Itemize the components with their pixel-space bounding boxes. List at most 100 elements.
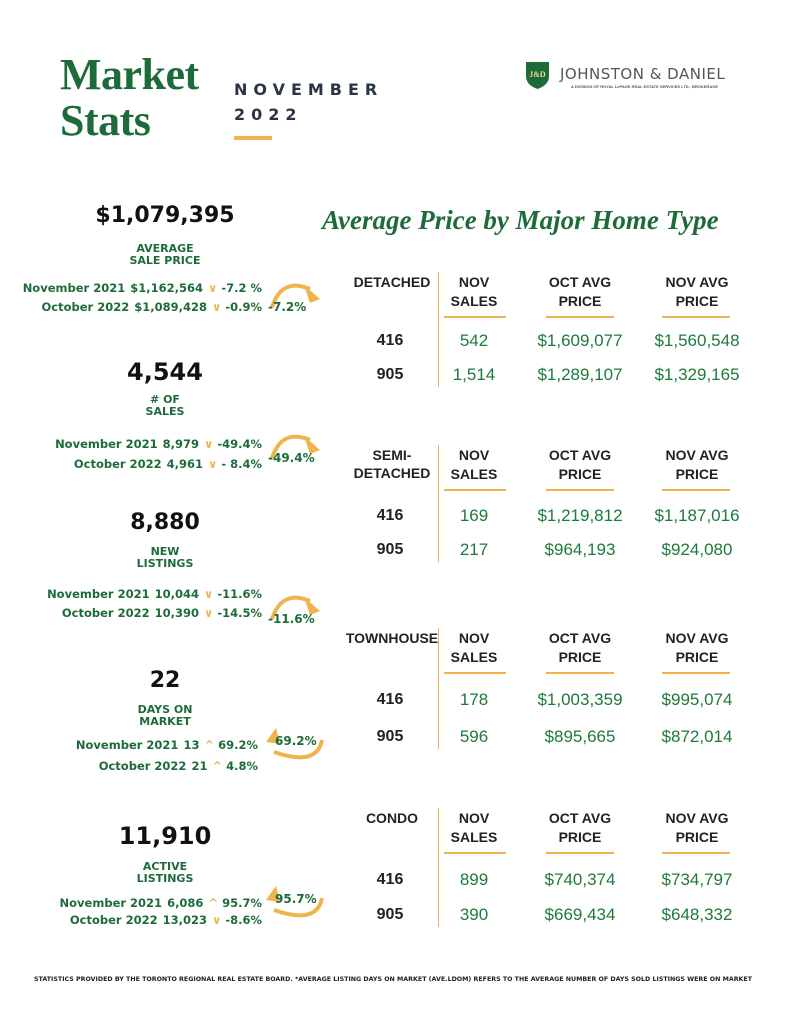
- column-header: NOV AVG: [665, 810, 729, 826]
- column-header: PRICE: [558, 293, 602, 309]
- column-underline: [546, 489, 614, 491]
- comparison-period: November 2021: [47, 587, 150, 601]
- cell-oct: $740,374: [544, 870, 616, 889]
- home-type-label: CONDO: [365, 810, 419, 826]
- column-header: PRICE: [558, 829, 602, 845]
- cell-oct: $669,434: [544, 905, 616, 924]
- stat-label: SALE PRICE: [129, 254, 201, 267]
- home-type-label: DETACHED: [353, 465, 431, 481]
- stat-value: 11,910: [118, 822, 212, 850]
- comparison-row: November 2021 8,979 ∨ -49.4%: [55, 437, 262, 451]
- cell-sales: 178: [459, 690, 489, 709]
- stat-label: AVERAGE: [136, 242, 194, 255]
- column-header: PRICE: [675, 829, 719, 845]
- comparison-change: 4.8%: [226, 759, 258, 773]
- chevron-down-icon: ∨: [211, 913, 222, 927]
- column-header: SALES: [450, 649, 498, 665]
- comparison-change: -7.2 %: [221, 281, 262, 295]
- comparison-period: October 2022: [41, 300, 130, 314]
- comparison-period: October 2022: [98, 759, 187, 773]
- column-divider: [438, 445, 439, 562]
- column-header: OCT AVG: [548, 630, 612, 646]
- trend-badge-value: -7.2%: [268, 300, 307, 314]
- logo-shield-icon: J&D: [525, 60, 550, 90]
- stat-value: 22: [149, 668, 181, 693]
- trend-badge-value: 95.7%: [275, 892, 317, 906]
- comparison-row: October 2022 13,023 ∨ -8.6%: [70, 913, 262, 927]
- price-section-heading: Average Price by Major Home Type: [322, 205, 719, 235]
- comparison-change: -0.9%: [225, 300, 262, 314]
- chevron-down-icon: ∨: [211, 300, 222, 314]
- stat-label: ACTIVE: [142, 860, 188, 873]
- region-code: 416: [376, 332, 404, 349]
- cell-nov: $995,074: [661, 690, 733, 709]
- comparison-value: 13: [183, 738, 200, 752]
- stat-label: MARKET: [139, 715, 191, 728]
- comparison-value: 13,023: [162, 913, 207, 927]
- comparison-change: -49.4%: [217, 437, 262, 451]
- column-underline: [444, 489, 506, 491]
- column-header: OCT AVG: [548, 447, 612, 463]
- chevron-up-icon: ^: [204, 738, 215, 752]
- cell-nov: $648,332: [661, 905, 733, 924]
- comparison-period: November 2021: [22, 281, 126, 295]
- region-code: 416: [376, 691, 404, 708]
- chevron-up-icon: ^: [212, 759, 223, 773]
- cell-sales: 217: [459, 540, 489, 559]
- trend-badge-value: -11.6%: [268, 612, 315, 626]
- trend-up-arrow-icon: [262, 722, 327, 767]
- home-type-label: TOWNHOUSE: [345, 630, 439, 646]
- cell-sales: 899: [459, 870, 489, 889]
- cell-oct: $1,003,359: [537, 690, 623, 709]
- comparison-period: October 2022: [73, 457, 162, 471]
- column-underline: [444, 672, 506, 674]
- column-underline: [546, 852, 614, 854]
- column-underline: [662, 489, 730, 491]
- column-header: SALES: [450, 293, 498, 309]
- comparison-change: 95.7%: [222, 896, 262, 910]
- trend-up-arrow-icon: [262, 880, 327, 925]
- comparison-value: 10,390: [154, 606, 199, 620]
- region-code: 905: [376, 541, 404, 558]
- comparison-value: $1,089,428: [134, 300, 207, 314]
- cell-sales: 596: [459, 727, 489, 746]
- comparison-row: October 2022 10,390 ∨ -14.5%: [62, 606, 262, 620]
- column-header: NOV: [458, 810, 490, 826]
- comparison-value: 4,961: [166, 457, 203, 471]
- column-divider: [438, 272, 439, 387]
- footer-note: STATISTICS PROVIDED BY THE TORONTO REGIO…: [34, 976, 753, 983]
- comparison-row: November 2021 10,044 ∨ -11.6%: [47, 587, 262, 601]
- region-code: 416: [376, 871, 404, 888]
- year-label: 2022: [234, 105, 303, 124]
- column-header: NOV: [458, 630, 490, 646]
- column-header: NOV AVG: [665, 630, 729, 646]
- column-header: PRICE: [675, 466, 719, 482]
- svg-text:J&D: J&D: [529, 70, 546, 79]
- stat-label: SALES: [145, 405, 185, 418]
- cell-oct: $964,193: [544, 540, 616, 559]
- comparison-row: October 2022 $1,089,428 ∨ -0.9%: [42, 300, 263, 314]
- comparison-value: $1,162,564: [130, 281, 203, 295]
- title-line-1: Market: [60, 50, 199, 99]
- stat-value: 4,544: [127, 358, 203, 386]
- column-header: PRICE: [675, 649, 719, 665]
- comparison-value: 21: [191, 759, 208, 773]
- column-header: PRICE: [558, 466, 602, 482]
- region-code: 416: [376, 507, 404, 524]
- stat-label: DAYS ON: [137, 703, 193, 716]
- stat-label: LISTINGS: [136, 557, 194, 570]
- comparison-value: 6,086: [167, 896, 204, 910]
- column-header: PRICE: [558, 649, 602, 665]
- trend-badge-value: 69.2%: [275, 734, 317, 748]
- home-type-label: SEMI-: [372, 447, 412, 463]
- column-underline: [546, 316, 614, 318]
- column-underline: [662, 852, 730, 854]
- cell-sales: 542: [459, 331, 489, 350]
- comparison-period: October 2022: [69, 913, 158, 927]
- home-type-label: DETACHED: [353, 274, 431, 290]
- cell-sales: 390: [459, 905, 489, 924]
- comparison-row: November 2021 13 ^ 69.2%: [76, 738, 258, 752]
- comparison-row: October 2022 21 ^ 4.8%: [99, 759, 258, 773]
- column-underline: [662, 316, 730, 318]
